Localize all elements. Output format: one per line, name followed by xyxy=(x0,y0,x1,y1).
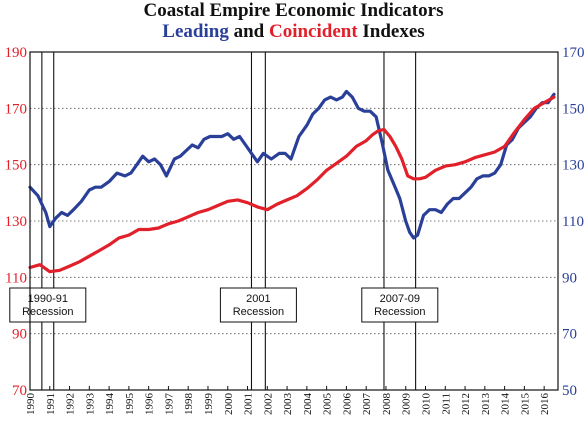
x-tick-label: 1994 xyxy=(104,393,116,416)
x-tick-label: 2011 xyxy=(440,393,452,415)
right-tick-label: 70 xyxy=(562,327,577,343)
left-tick-label: 110 xyxy=(5,270,27,286)
right-tick-label: 50 xyxy=(562,383,577,399)
x-tick-label: 2012 xyxy=(460,393,472,415)
x-tick-label: 2000 xyxy=(223,393,235,416)
x-tick-label: 2002 xyxy=(262,393,274,415)
right-tick-label: 110 xyxy=(562,214,584,230)
recession-label-box xyxy=(9,287,87,323)
x-tick-label: 2015 xyxy=(519,393,531,416)
x-tick-label: 2005 xyxy=(322,393,334,416)
subtitle-coincident: Coincident xyxy=(268,21,358,42)
chart-subtitle: Leading and Coincident Indexes xyxy=(0,22,587,42)
x-tick-label: 2008 xyxy=(381,393,393,416)
recession-label: 2001 xyxy=(246,293,270,305)
x-tick-label: 2014 xyxy=(500,393,512,416)
grid-lines xyxy=(30,107,558,335)
right-tick-label: 90 xyxy=(562,270,577,286)
x-tick-label: 1998 xyxy=(183,393,195,416)
x-tick-label: 1993 xyxy=(84,393,96,416)
right-tick-label: 130 xyxy=(562,158,585,174)
x-tick-label: 2016 xyxy=(539,393,551,416)
x-tick-label: 2003 xyxy=(282,393,294,416)
x-tick-label: 2010 xyxy=(421,393,433,416)
x-tick-label: 1996 xyxy=(144,393,156,416)
x-tick-label: 1992 xyxy=(65,393,77,415)
x-tick-label: 2009 xyxy=(401,393,413,416)
chart-title: Coastal Empire Economic Indicators xyxy=(143,0,444,21)
left-tick-label: 170 xyxy=(5,101,28,117)
subtitle-and: and xyxy=(233,21,265,42)
subtitle-leading: Leading xyxy=(162,21,229,42)
x-tick-label: 1991 xyxy=(45,393,57,415)
plot-frame xyxy=(29,51,559,391)
left-tick-label: 70 xyxy=(12,383,27,399)
x-tick-label: 1995 xyxy=(124,393,136,416)
right-tick-label: 170 xyxy=(562,45,585,61)
recession-label-box xyxy=(219,287,297,323)
x-tick-label: 1990 xyxy=(25,393,37,416)
x-tick-label: 2004 xyxy=(302,393,314,416)
subtitle-indexes: Indexes xyxy=(362,21,425,42)
recession-label: Recession xyxy=(233,306,284,318)
recession-label: Recession xyxy=(22,306,73,318)
x-tick-label: 1997 xyxy=(163,393,175,416)
recession-label: 2007-09 xyxy=(380,293,420,305)
x-axis-ticks: 1990 1991 1992 1993 1994 1995 1996 1997 1998 1999… xyxy=(25,386,551,415)
right-axis-ticks: 50 70 90 110 130 150 170 xyxy=(562,45,585,399)
left-tick-label: 190 xyxy=(5,45,28,61)
recession-markers: 1990-91Recession2001Recession2007-09Rece… xyxy=(9,52,439,390)
x-tick-label: 2007 xyxy=(361,393,373,416)
series-line-coincident xyxy=(28,95,556,274)
left-tick-label: 150 xyxy=(5,158,28,174)
left-axis-ticks: 70 90 110 130 150 170 190 xyxy=(5,45,28,399)
right-tick-label: 150 xyxy=(562,101,585,117)
recession-label: 1990-91 xyxy=(28,293,68,305)
series-lines xyxy=(28,89,556,274)
recession-label: Recession xyxy=(374,306,425,318)
left-tick-label: 90 xyxy=(12,327,27,343)
x-tick-label: 2013 xyxy=(480,393,492,416)
x-tick-label: 1999 xyxy=(203,393,215,416)
series-line-leading xyxy=(28,89,556,240)
x-tick-label: 2006 xyxy=(341,393,353,416)
left-tick-label: 130 xyxy=(5,214,28,230)
x-tick-label: 2001 xyxy=(243,393,255,415)
recession-label-box xyxy=(361,287,439,323)
